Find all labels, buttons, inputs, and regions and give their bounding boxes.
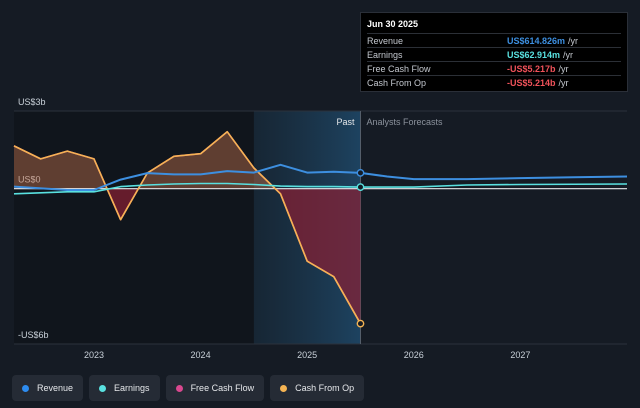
y-top-label: US$3b <box>18 97 46 107</box>
tooltip-label-revenue: Revenue <box>367 35 404 46</box>
cash-from-op-negative-area <box>14 188 361 324</box>
x-tick-2027: 2027 <box>510 350 530 360</box>
earnings-marker <box>356 183 365 192</box>
legend-dot-free-cash-flow <box>175 384 183 392</box>
tooltip-value-earnings: US$62.914m <box>507 49 561 60</box>
x-tick-2025: 2025 <box>297 350 317 360</box>
legend-label-cash-from-op: Cash From Op <box>295 383 355 393</box>
tooltip-value-revenue: US$614.826m <box>507 35 566 46</box>
tooltip-label-earnings: Earnings <box>367 49 403 60</box>
cash-from-op-marker <box>356 319 365 328</box>
tooltip-unit-earnings: /yr <box>563 49 574 60</box>
y-zero-label: US$0 <box>18 175 41 185</box>
tooltip-row-revenue: Revenue US$614.826m /yr <box>367 33 621 47</box>
tooltip-row-free-cash-flow: Free Cash Flow -US$5.217b /yr <box>367 61 621 75</box>
y-bottom-label: -US$6b <box>18 330 49 340</box>
tooltip: Jun 30 2025 Revenue US$614.826m /yr Earn… <box>360 12 628 92</box>
legend: Revenue Earnings Free Cash Flow Cash Fro… <box>12 375 365 401</box>
tooltip-row-earnings: Earnings US$62.914m /yr <box>367 47 621 61</box>
tooltip-value-cash-from-op: -US$5.214b <box>507 77 556 88</box>
legend-label-earnings: Earnings <box>114 383 150 393</box>
tooltip-value-free-cash-flow: -US$5.217b <box>507 63 556 74</box>
cash-from-op-positive-area <box>14 131 276 189</box>
revenue-line <box>13 163 628 191</box>
legend-item-earnings[interactable]: Earnings <box>89 375 160 401</box>
legend-item-free-cash-flow[interactable]: Free Cash Flow <box>165 375 265 401</box>
revenue-marker <box>356 168 365 177</box>
legend-dot-revenue <box>22 384 29 392</box>
tooltip-row-cash-from-op: Cash From Op -US$5.214b /yr <box>367 75 621 89</box>
x-tick-2023: 2023 <box>84 350 104 360</box>
x-tick-2024: 2024 <box>191 350 211 360</box>
legend-label-free-cash-flow: Free Cash Flow <box>190 383 255 393</box>
tooltip-unit-cash-from-op: /yr <box>558 77 569 88</box>
past-label: Past <box>336 117 355 127</box>
tooltip-unit-revenue: /yr <box>568 35 579 46</box>
legend-dot-earnings <box>99 384 107 392</box>
legend-item-revenue[interactable]: Revenue <box>12 375 84 401</box>
tooltip-label-cash-from-op: Cash From Op <box>367 77 427 88</box>
x-tick-2026: 2026 <box>404 350 424 360</box>
cash-from-op-line <box>13 130 362 325</box>
tooltip-unit-free-cash-flow: /yr <box>558 63 569 74</box>
tooltip-date: Jun 30 2025 <box>367 19 419 29</box>
legend-item-cash-from-op[interactable]: Cash From Op <box>270 375 365 401</box>
forecast-label: Analysts Forecasts <box>366 117 443 127</box>
legend-dot-cash-from-op <box>280 384 288 392</box>
tooltip-label-free-cash-flow: Free Cash Flow <box>367 63 431 74</box>
legend-label-revenue: Revenue <box>37 383 74 393</box>
earnings-line <box>13 182 628 195</box>
